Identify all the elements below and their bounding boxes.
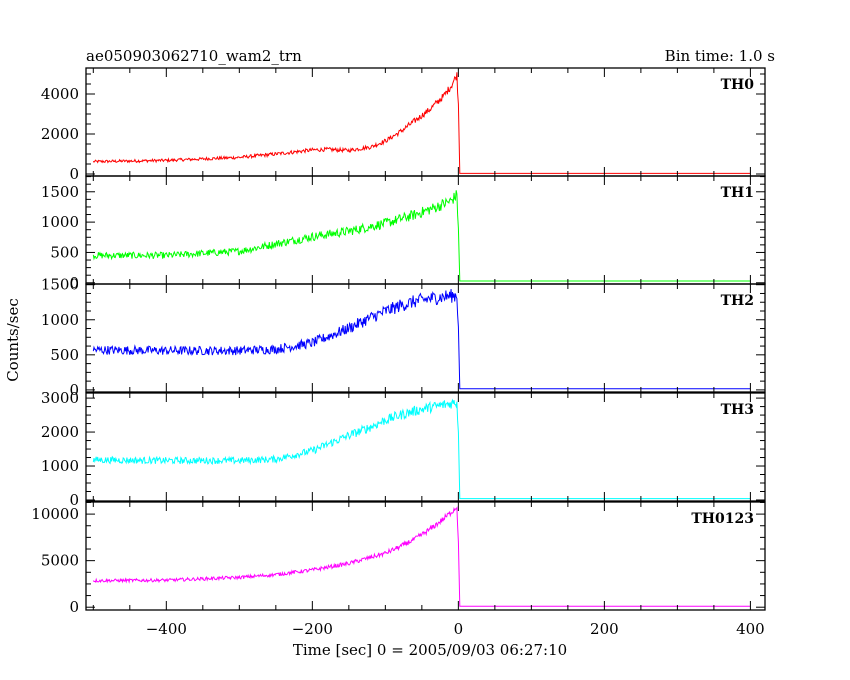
series-label-th0: TH0 [721, 77, 755, 93]
x-tick-label: 0 [454, 620, 464, 638]
y-tick-label-th1: 500 [50, 243, 79, 261]
series-line-th2 [92, 289, 751, 390]
series-label-th2: TH2 [721, 293, 754, 309]
series-label-th1: TH1 [721, 185, 754, 201]
y-tick-label-th3: 0 [69, 491, 79, 509]
x-tick-label: −400 [146, 620, 187, 638]
series-line-th0 [92, 72, 751, 174]
y-tick-label-th3: 1000 [41, 457, 79, 475]
y-tick-label-th2: 0 [69, 381, 79, 399]
y-tick-label-th2: 1000 [41, 311, 79, 329]
y-tick-label-th0123: 0 [69, 598, 79, 616]
chart-title: ae050903062710_wam2_trn [86, 47, 302, 65]
x-tick-label: 200 [590, 620, 619, 638]
y-tick-label-th2: 500 [50, 346, 79, 364]
panel-frame-th0123 [85, 501, 766, 611]
series-label-th3: TH3 [721, 402, 754, 418]
series-line-th3 [92, 398, 751, 500]
bin-time-label: Bin time: 1.0 s [665, 47, 775, 65]
y-tick-label-th3: 3000 [41, 389, 79, 407]
y-tick-label-th0123: 5000 [41, 552, 79, 570]
y-tick-label-th0123: 10000 [31, 505, 79, 523]
y-tick-label-th1: 1500 [41, 183, 79, 201]
x-tick-label: 400 [736, 620, 765, 638]
y-tick-label-th1: 0 [69, 274, 79, 292]
panel-frame-th1 [85, 175, 766, 285]
y-tick-label-th2: 1500 [41, 276, 79, 294]
series-line-th1 [92, 190, 751, 282]
y-tick-label-th0: 4000 [41, 85, 79, 103]
y-tick-label-th3: 2000 [41, 423, 79, 441]
y-axis-label: Counts/sec [4, 298, 22, 382]
x-axis-label: Time [sec] 0 = 2005/09/03 06:27:10 [293, 641, 567, 659]
y-tick-label-th0: 2000 [41, 125, 79, 143]
y-tick-label-th1: 1000 [41, 213, 79, 231]
panel-frame-th2 [85, 283, 766, 393]
y-tick-label-th0: 0 [69, 165, 79, 183]
panel-frame-th3 [85, 392, 766, 502]
series-label-th0123: TH0123 [691, 511, 754, 527]
series-line-th0123 [92, 506, 751, 607]
x-tick-label: −200 [292, 620, 333, 638]
